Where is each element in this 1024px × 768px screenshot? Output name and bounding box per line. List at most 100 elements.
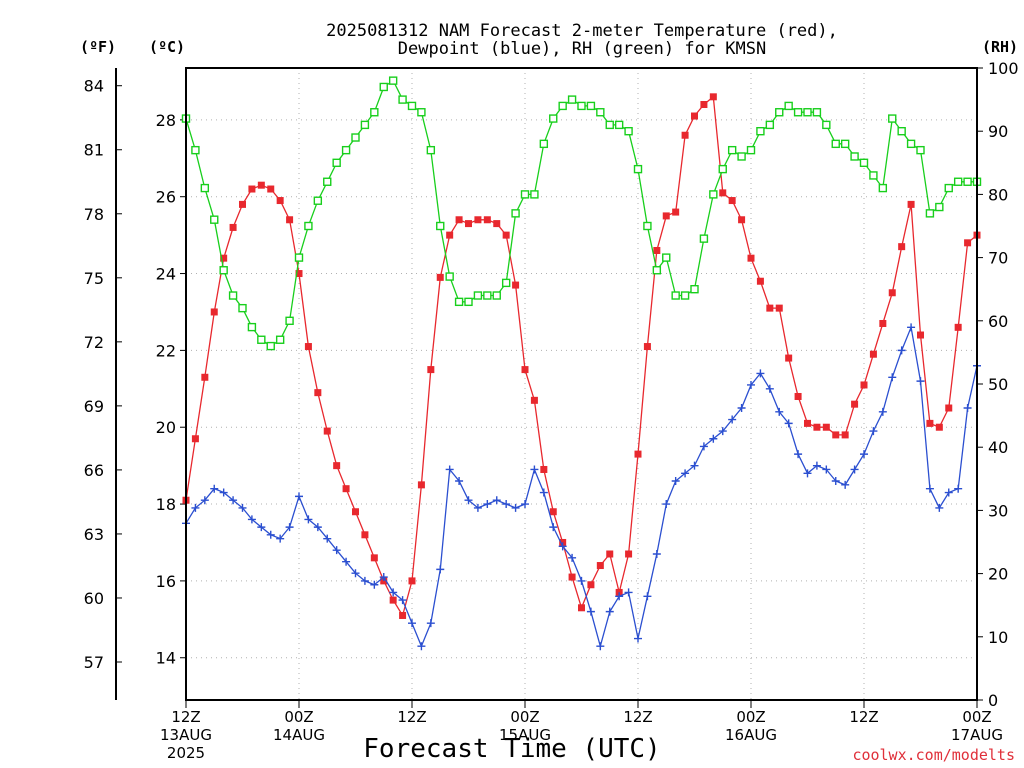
rh-point bbox=[304, 221, 313, 231]
rh-point bbox=[652, 266, 662, 275]
temperature-point bbox=[738, 216, 746, 224]
temperature-point bbox=[917, 331, 924, 339]
temperature-point bbox=[455, 216, 463, 224]
rh-point bbox=[417, 108, 426, 117]
rh-point bbox=[944, 183, 953, 193]
temperature-point bbox=[691, 112, 698, 120]
unit-label-rh: (RH) bbox=[982, 38, 1018, 56]
fahrenheit-tick-label: 75 bbox=[84, 269, 104, 288]
dewpoint-point bbox=[850, 465, 859, 474]
temperature-point bbox=[493, 220, 501, 228]
dewpoint-point bbox=[332, 546, 341, 555]
temperature-point bbox=[361, 531, 369, 539]
rh-point bbox=[680, 291, 690, 300]
temperature-point bbox=[417, 481, 425, 489]
rh-point bbox=[916, 145, 925, 155]
rh-point bbox=[191, 145, 200, 155]
dewpoint-point bbox=[445, 465, 454, 474]
temperature-point bbox=[888, 289, 896, 297]
rh-point bbox=[436, 221, 445, 231]
rh-point bbox=[831, 139, 840, 149]
rh-point bbox=[577, 101, 586, 111]
temperature-point bbox=[851, 400, 859, 408]
rh-point bbox=[709, 190, 718, 199]
temperature-point bbox=[954, 323, 962, 331]
rh-point bbox=[379, 82, 388, 92]
dewpoint-point bbox=[869, 427, 878, 436]
dewpoint-point bbox=[681, 469, 690, 478]
rh-point bbox=[793, 108, 803, 117]
dewpoint-point bbox=[878, 407, 887, 416]
temperature-point bbox=[634, 450, 642, 458]
dewpoint-point bbox=[530, 465, 539, 474]
temperature-point bbox=[681, 131, 689, 139]
temperature-point bbox=[832, 431, 840, 439]
rh-point bbox=[605, 120, 614, 130]
time-tick-label: 12Z bbox=[171, 708, 200, 726]
rh-tick-label: 20 bbox=[988, 565, 1008, 584]
temperature-point bbox=[672, 208, 680, 216]
temperature-point bbox=[342, 485, 350, 493]
fahrenheit-axis: 57 60 63 66 69 72 75 78 81 84 bbox=[84, 68, 122, 700]
dewpoint-point bbox=[728, 415, 737, 424]
time-tick-label: 00Z bbox=[284, 708, 313, 726]
rh-point bbox=[737, 152, 746, 161]
dewpoint-point bbox=[662, 500, 671, 509]
fahrenheit-tick-label: 63 bbox=[84, 525, 104, 544]
temperature-point bbox=[785, 354, 793, 362]
dewpoint-point bbox=[831, 477, 840, 486]
dewpoint-point bbox=[586, 607, 595, 616]
rh-tick-label: 60 bbox=[988, 312, 1008, 331]
dewpoint-point bbox=[841, 480, 850, 489]
temperature-point bbox=[747, 254, 755, 262]
dewpoint-point bbox=[511, 503, 520, 512]
dewpoint-point bbox=[210, 484, 219, 493]
temperature-point bbox=[201, 373, 209, 381]
time-tick-label: 00Z bbox=[510, 708, 539, 726]
rh-point bbox=[756, 126, 765, 136]
temperature-point bbox=[389, 596, 397, 604]
rh-point bbox=[294, 253, 304, 262]
rh-point bbox=[963, 177, 972, 186]
temperature-point bbox=[822, 423, 830, 431]
temperature-point bbox=[700, 100, 708, 108]
rh-point bbox=[332, 158, 341, 168]
dewpoint-point bbox=[577, 576, 586, 585]
fahrenheit-tick-label: 60 bbox=[84, 589, 104, 608]
date-tick-label: 17AUG bbox=[951, 726, 1003, 744]
temperature-point bbox=[295, 270, 303, 278]
dewpoint-point bbox=[794, 450, 803, 459]
dewpoint-point bbox=[238, 503, 247, 512]
dewpoint-point bbox=[398, 596, 407, 605]
rh-point bbox=[878, 183, 888, 193]
temperature-point bbox=[512, 281, 520, 289]
rh-point bbox=[501, 278, 511, 288]
dewpoint-point bbox=[276, 534, 285, 543]
temperature-point bbox=[662, 212, 670, 220]
dewpoint-point bbox=[370, 580, 379, 589]
dewpoint-point bbox=[219, 488, 228, 497]
temperature-point bbox=[530, 396, 538, 404]
temperature-point bbox=[719, 189, 727, 197]
rh-point bbox=[464, 297, 473, 307]
dewpoint-point bbox=[718, 427, 727, 436]
dewpoint-point bbox=[897, 346, 906, 355]
rh-point bbox=[285, 316, 294, 325]
rh-point bbox=[718, 164, 727, 174]
dewpoint-point bbox=[266, 530, 275, 539]
rh-line bbox=[185, 79, 977, 347]
temperature-point bbox=[304, 343, 312, 351]
temperature-point bbox=[399, 611, 407, 619]
dewpoint-point bbox=[455, 477, 464, 486]
temperature-point bbox=[756, 277, 764, 285]
time-tick-label: 00Z bbox=[736, 708, 765, 726]
rh-point bbox=[360, 120, 370, 130]
temperature-point bbox=[709, 93, 717, 101]
temperature-point bbox=[352, 508, 359, 516]
rh-point bbox=[690, 285, 699, 294]
dewpoint-point bbox=[417, 642, 426, 651]
rh-point bbox=[388, 76, 398, 85]
rh-point bbox=[567, 95, 577, 104]
rh-point bbox=[341, 145, 351, 155]
